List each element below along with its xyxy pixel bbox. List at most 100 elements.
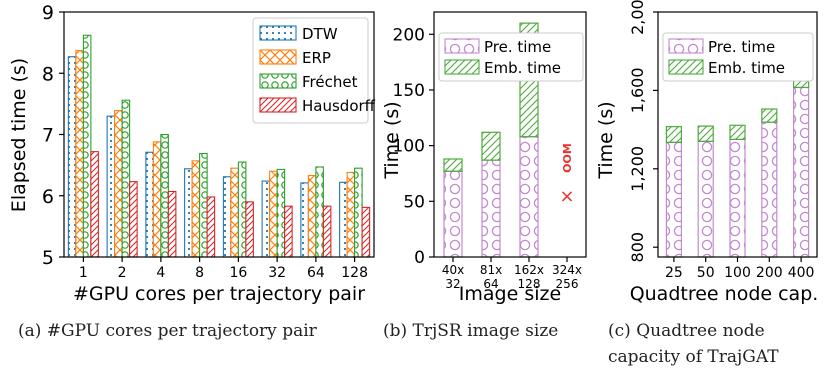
a-legend-swatch [259,73,297,89]
b-y-axis-label: Time (s) [381,101,403,179]
c-x-tick-label: 100 [724,265,751,281]
c-bar-pre-time-25 [665,141,683,258]
a-y-tick-label: 8 [42,63,54,85]
b-x-tick-label-top: 40x [442,263,464,277]
a-legend-label: DTW [302,25,338,43]
b-bar-pre-time-2 [519,136,539,258]
a-bar-hatch [167,190,177,258]
caption-c: (c) Quadtree node capacity of TrajGAT [608,321,779,367]
chart-c: 800 1,200 1,600 2,000 25 50 100 200 400 Time (s… [595,0,818,305]
b-x-tick-label-top: 81x [480,263,502,277]
b-x-tick-label-bottom: 64 [483,277,498,291]
b-x-axis-label: Image size [459,283,561,305]
a-x-ticks: 1 2 4 8 16 32 64 128 [79,257,368,281]
a-legend-swatch [259,25,297,41]
caption-b: (b) TrjSR image size [383,321,559,341]
a-x-tick-label: 64 [307,265,325,281]
b-x-tick-label-bottom: 128 [518,277,541,291]
c-bar-pre-time-200 [761,121,778,258]
a-legend-label: Hausdorff [302,97,376,115]
b-y-tick-label: 0 [414,248,425,268]
a-bar-hatch [67,56,77,258]
b-y-tick-label: 150 [393,81,425,101]
c-y-tick-label: 800 [628,232,647,263]
b-oom-label: OOM [561,143,574,173]
c-x-ticks: 25 50 100 200 400 [665,257,814,281]
a-bar-hatch [339,181,348,258]
c-y-ticks: 800 1,200 1,600 2,000 [628,0,658,262]
c-legend-label: Pre. time [708,38,775,56]
a-bar-hatch [90,151,99,258]
b-plot-area [443,22,539,258]
c-bar-emb-time-100 [729,124,746,141]
b-bar-pre-time-0 [443,170,463,258]
a-bar-hatch [152,141,162,258]
b-y-tick-label: 200 [393,25,425,45]
a-y-tick-label: 6 [42,186,54,208]
a-bar-hatch [145,151,154,258]
a-bar-hatch [114,110,123,258]
a-bar-hatch [315,166,324,258]
a-plot-area [67,34,371,258]
b-axes-frame [433,11,587,258]
c-bar-emb-time-50 [697,125,714,142]
a-bar-hatch [346,171,356,258]
a-x-axis-label: #GPU cores per trajectory pair [73,283,365,305]
c-x-tick-label: 50 [697,265,715,281]
b-x-tick-label-bottom: 32 [445,277,460,291]
a-bar-hatch [300,182,309,258]
a-legend-label: ERP [302,49,331,67]
caption-a: (a) #GPU cores per trajectory pair [18,321,317,341]
b-legend: Pre. time Emb. time [438,32,584,82]
c-bar-emb-time-25 [665,126,683,143]
c-bar-pre-time-50 [697,140,714,258]
a-bar-hatch [276,168,286,258]
figure: 5 6 7 8 9 1 2 4 8 16 32 64 128 Elapsed time (s) #GP… [8,0,818,305]
c-y-tick-label: 1,200 [628,146,647,192]
a-bar-hatch [184,168,193,258]
a-x-tick-label: 32 [268,265,286,281]
a-legend-swatch [259,49,297,65]
a-bar-hatch [322,205,332,258]
a-bar-hatch [106,115,116,258]
c-legend-label: Emb. time [708,59,785,77]
a-bar-hatch [121,99,131,258]
c-x-tick-label: 400 [788,265,815,281]
a-legend-box [252,17,369,124]
c-y-tick-label: 1,600 [628,67,647,113]
a-bar-hatch [75,50,84,258]
a-bar-hatch [284,205,293,258]
c-y-tick-label: 2,000 [628,0,647,35]
a-bar-hatch [361,206,371,258]
c-x-axis-label: Quadtree node cap. [630,283,819,305]
b-bar-emb-time-0 [443,158,463,172]
c-bar-pre-time-100 [729,138,746,258]
b-oom-marker: × [559,186,574,207]
a-bar-hatch [199,152,208,258]
a-bar-hatch [307,174,317,258]
b-y-tick-label: 100 [393,137,425,157]
a-bar-hatch [261,180,271,258]
c-legend: Pre. time Emb. time [662,32,814,82]
a-bar-hatch [82,34,92,258]
b-legend-swatch [444,59,480,75]
a-legend-label: Fréchet [302,73,358,91]
b-annotations: OOM × [559,143,574,207]
a-bar-hatch [191,160,201,258]
c-bar-pre-time-400 [792,86,810,258]
c-bar-emb-time-200 [761,108,778,123]
a-bar-hatch [222,176,232,258]
b-x-tick-label-top: 162x [514,263,544,277]
a-bar-hatch [230,167,239,258]
a-y-tick-label: 5 [42,247,54,269]
b-x-tick-label-bottom: 256 [556,277,579,291]
a-bar-hatch [354,167,363,258]
c-y-axis-label: Time (s) [595,101,617,179]
a-x-tick-label: 16 [229,265,247,281]
a-legend: DTW ERP Fréchet Hausdorff [252,17,376,124]
a-y-tick-label: 9 [42,2,54,24]
a-x-tick-label: 2 [118,265,127,281]
a-legend-swatch [259,97,297,113]
a-x-tick-label: 1 [79,265,88,281]
